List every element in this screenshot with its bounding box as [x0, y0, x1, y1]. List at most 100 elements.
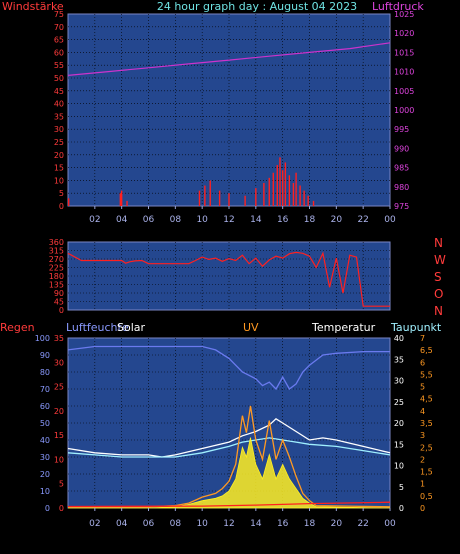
label-regen: Regen	[0, 321, 35, 334]
x-tick-label: 04	[116, 215, 128, 225]
y-uv-tick-label: 2	[420, 455, 425, 464]
y-left-tick-label: 225	[49, 264, 64, 273]
y-humidity-tick-label: 80	[40, 368, 50, 377]
label-uv: UV	[243, 321, 259, 334]
label-solar: Solar	[117, 321, 146, 334]
y-left-tick-label: 180	[49, 272, 64, 281]
y-right-tick-label: 1015	[394, 48, 414, 57]
y-temp-tick-label: 30	[394, 377, 404, 386]
y-left-tick-label: 10	[54, 176, 64, 185]
y-right-tick-label: 1000	[394, 106, 414, 115]
direction-label: O	[434, 287, 443, 301]
y-left-tick-label: 360	[49, 238, 64, 247]
y-temp-tick-label: 10	[394, 462, 404, 471]
temperature-line	[67, 417, 391, 458]
y-temp-tick-label: 25	[394, 398, 404, 407]
y-left-tick-label: 50	[54, 74, 64, 83]
x-tick-label: 18	[304, 215, 316, 225]
y-left-tick-label: 45	[54, 298, 64, 307]
x-tick-label: 12	[223, 519, 234, 529]
x-tick-label: 08	[170, 519, 182, 529]
y-temp-tick-label: 40	[394, 334, 404, 343]
y-uv-tick-label: 2,5	[420, 443, 433, 452]
x-tick-label: 04	[116, 519, 128, 529]
y-left-tick-label: 270	[49, 255, 64, 264]
y-uv-tick-label: 6	[420, 358, 425, 367]
y-humidity-tick-label: 100	[35, 334, 50, 343]
direction-label: S	[434, 270, 442, 284]
direction-label: N	[434, 304, 443, 318]
y-axis-left-1: 0 5 10 15 20 25 30 35 40 45 50 55 60 65 70 75	[54, 10, 64, 211]
y-uv-tick-label: 1	[420, 480, 425, 489]
y-left-tick-label: 25	[54, 138, 64, 147]
y-left-tick-label: 70	[54, 23, 64, 32]
y-axis-uv: 0 0,5 1 1,5 2 2,5 3 3,5 4 4,5 5 5,5 6 6,5 7	[420, 334, 433, 513]
dewpoint-line	[67, 437, 391, 458]
y-humidity-tick-label: 10	[40, 487, 50, 496]
y-uv-tick-label: 0,5	[420, 492, 433, 501]
y-rain-tick-label: 20	[54, 407, 64, 416]
x-axis-3: 02 04 06 08 10 12 14 16 18 20 22 00	[89, 508, 396, 529]
y-left-tick-label: 75	[54, 10, 64, 19]
solar-area	[68, 437, 391, 509]
y-right-tick-label: 980	[394, 183, 409, 192]
y-temp-tick-label: 20	[394, 419, 404, 428]
label-temperatur: Temperatur	[311, 321, 376, 334]
y-axis-right-1: 975 980 985 990 995 1000 1005 1010 1015 1020 1025	[394, 10, 414, 211]
y-left-tick-label: 135	[49, 281, 64, 290]
x-tick-label: 14	[250, 215, 262, 225]
y-rain-tick-label: 35	[54, 334, 64, 343]
grid-2	[68, 242, 390, 310]
y-temp-tick-label: 15	[394, 440, 404, 449]
series-2	[67, 251, 390, 307]
y-rain-tick-label: 25	[54, 383, 64, 392]
y-uv-tick-label: 5	[420, 383, 425, 392]
y-right-tick-label: 1025	[394, 10, 414, 19]
uv-line	[68, 405, 391, 508]
y-humidity-tick-label: 60	[40, 402, 50, 411]
y-temp-tick-label: 0	[399, 504, 404, 513]
direction-label: N	[434, 236, 443, 250]
y-rain-tick-label: 10	[54, 455, 64, 464]
rain-line	[67, 501, 391, 508]
y-left-tick-label: 5	[59, 189, 64, 198]
humidity-line	[67, 345, 390, 391]
x-tick-label: 08	[170, 215, 182, 225]
y-rain-tick-label: 15	[54, 431, 64, 440]
x-tick-label: 02	[89, 519, 100, 529]
y-uv-tick-label: 1,5	[420, 468, 433, 477]
x-axis-1: 02 04 06 08 10 12 14 16 18 20 22 00	[89, 206, 396, 225]
x-tick-label: 16	[277, 519, 289, 529]
x-tick-label: 06	[143, 519, 155, 529]
y-left-tick-label: 55	[54, 61, 64, 70]
y-uv-tick-label: 7	[420, 334, 425, 343]
y-right-tick-label: 1020	[394, 29, 414, 38]
x-tick-label: 06	[143, 215, 155, 225]
y-uv-tick-label: 3,5	[420, 419, 433, 428]
direction-label: W	[434, 253, 446, 267]
y-right-tick-label: 1010	[394, 68, 414, 77]
y-left-tick-label: 45	[54, 87, 64, 96]
x-tick-label: 22	[357, 215, 368, 225]
y-left-tick-label: 20	[54, 151, 64, 160]
x-tick-label: 02	[89, 215, 100, 225]
y-left-tick-label: 90	[54, 289, 64, 298]
y-axis-temperature: 0 5 10 15 20 25 30 35 40	[394, 334, 404, 513]
y-humidity-tick-label: 90	[40, 351, 50, 360]
x-tick-label: 12	[223, 215, 234, 225]
y-humidity-tick-label: 40	[40, 436, 50, 445]
y-left-tick-label: 65	[54, 36, 64, 45]
y-uv-tick-label: 0	[420, 504, 425, 513]
y-left-tick-label: 0	[59, 202, 64, 211]
y-uv-tick-label: 5,5	[420, 370, 433, 379]
y-uv-tick-label: 6,5	[420, 346, 433, 355]
x-tick-label: 00	[384, 519, 396, 529]
x-tick-label: 16	[277, 215, 289, 225]
y-right-tick-label: 985	[394, 164, 409, 173]
y-left-tick-label: 315	[49, 247, 64, 256]
